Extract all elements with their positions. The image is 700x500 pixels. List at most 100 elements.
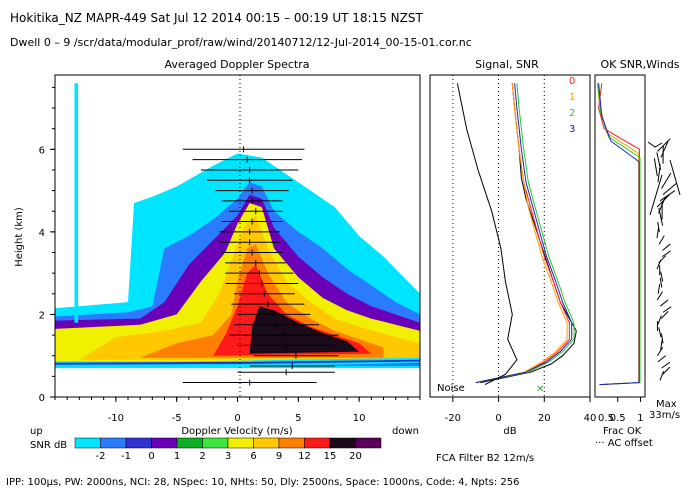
colorbar-cell-5	[202, 437, 229, 449]
ok-series-1	[596, 83, 640, 386]
wind-arrow-long-2	[669, 159, 681, 196]
colorbar-tick-0: -2	[96, 451, 106, 462]
footer-params: IPP: 100µs, PW: 2000ns, NCI: 28, NSpec: …	[6, 477, 519, 488]
wind-barb	[658, 327, 662, 338]
colorbar-cells	[74, 437, 382, 449]
wind-barb	[659, 190, 676, 202]
wind-barb	[657, 138, 671, 152]
spectra-xlabel: Doppler Velocity (m/s)	[181, 426, 292, 437]
spectra-xtick-label-4: 10	[353, 413, 366, 424]
colorbar-cell-7	[253, 437, 280, 449]
wind-barb	[656, 291, 663, 301]
wind-barb	[656, 152, 662, 171]
down-label: down	[392, 426, 419, 437]
colorbar-cell-11	[355, 437, 382, 449]
colorbar-tick-7: 9	[276, 451, 282, 462]
spectra-title: Averaged Doppler Spectra	[164, 58, 309, 71]
colorbar-cell-1	[100, 437, 127, 449]
ok-axes: 0.5 1 0.5	[598, 397, 644, 424]
wind-barb	[656, 347, 664, 356]
snr-series-5	[456, 83, 518, 386]
wind-barb-top	[647, 141, 663, 148]
up-label: up	[30, 426, 43, 437]
colorbar-tick-10: 20	[349, 451, 362, 462]
snr-gridlines	[452, 75, 545, 397]
spectra-ylabel: Height (km)	[14, 207, 25, 267]
colorbar-cell-4	[176, 437, 203, 449]
snr-band-10	[74, 83, 79, 323]
spectra-xtick-label-3: 5	[295, 413, 301, 424]
snr-legend-3: 3	[569, 124, 575, 135]
colorbar-ticks: -2 -1 0 1 2 3 6 9 12 15 20	[96, 451, 362, 462]
wind-barb	[662, 243, 671, 251]
colorbar-tick-3: 1	[174, 451, 180, 462]
ok-xlabel: Frac OK	[603, 426, 642, 437]
snr-legend-1: 1	[569, 92, 575, 103]
colorbar-tick-4: 2	[199, 451, 205, 462]
wind-barb	[656, 228, 659, 239]
snr-contour-bands	[55, 83, 421, 369]
spectra-xtick-label-2: 0	[234, 413, 240, 424]
colorbar-cell-8	[278, 437, 305, 449]
max-label: Max	[656, 399, 677, 410]
snr-xtick-label-1: 0	[495, 413, 501, 424]
wind-barb	[660, 333, 664, 344]
fca-filter-label: FCA Filter B2 12m/s	[436, 453, 534, 464]
colorbar-label: SNR dB	[30, 440, 67, 451]
wind-barb	[660, 271, 664, 282]
wind-barb	[657, 315, 662, 325]
snr-xtick-label-0: -20	[445, 413, 461, 424]
wind-markers	[182, 146, 339, 386]
wind-barb	[660, 140, 669, 158]
wind-barb	[658, 255, 667, 264]
wind-arrow-long	[649, 174, 663, 216]
colorbar-tick-9: 15	[324, 451, 337, 462]
wind-barb	[659, 277, 663, 288]
wind-barb	[659, 370, 665, 381]
snr-legend-0: 0	[569, 76, 575, 87]
spectra-xtick-label-0: -10	[108, 413, 124, 424]
snr-legend: 0 1 2 3	[569, 76, 575, 135]
snr-band-7	[249, 306, 360, 354]
wind-barb	[662, 182, 678, 196]
snr-series-3	[475, 83, 575, 384]
colorbar-tick-6: 6	[250, 451, 256, 462]
colorbar-cell-9	[304, 437, 331, 449]
snr-xtick-label-2: 20	[538, 413, 551, 424]
wind-barb	[662, 250, 671, 258]
wind-barb	[661, 361, 671, 369]
wind-barb	[661, 172, 672, 189]
ac-offset-label: ··· AC offset	[595, 438, 653, 449]
snr-frame	[429, 74, 591, 398]
spectra-ytick-label-3: 6	[39, 145, 45, 156]
ok-series-3	[598, 83, 640, 386]
wind-barb	[660, 299, 669, 307]
wind-barbs	[647, 138, 681, 381]
snr-series-0	[480, 83, 577, 384]
wind-barb	[662, 366, 671, 375]
colorbar-tick-5: 3	[225, 451, 231, 462]
snr-xlabel: dB	[503, 426, 516, 437]
colorbar-cell-0	[74, 437, 101, 449]
header-path: Dwell 0 – 9 /scr/data/modular_prof/raw/w…	[10, 36, 472, 49]
spectra-xtick-label-1: -5	[172, 413, 182, 424]
noise-label: Noise	[437, 383, 465, 394]
ok-series-0	[598, 83, 640, 386]
colorbar-cell-10	[329, 437, 356, 449]
wind-barb	[653, 158, 658, 177]
doppler-spectra-panel: Averaged Doppler Spectra -10 -5 0 5 10 0 2 4 6 H…	[14, 58, 421, 437]
wind-barb	[657, 221, 660, 232]
colorbar-cell-6	[227, 437, 254, 449]
wind-barb	[656, 193, 671, 208]
snr-title: Signal, SNR	[475, 58, 539, 71]
spectra-ytick-label-0: 0	[39, 393, 45, 404]
snr-xtick-label-3: 40	[584, 413, 597, 424]
snr-cross-marker: ✕	[536, 384, 544, 395]
max-value: 33m/s	[649, 410, 680, 421]
ok-xtick-label-1: 1	[637, 413, 643, 424]
wind-barb	[660, 339, 663, 350]
colorbar-tick-1: -1	[121, 451, 131, 462]
colorbar-tick-8: 12	[298, 451, 311, 462]
ok-series	[596, 83, 641, 386]
